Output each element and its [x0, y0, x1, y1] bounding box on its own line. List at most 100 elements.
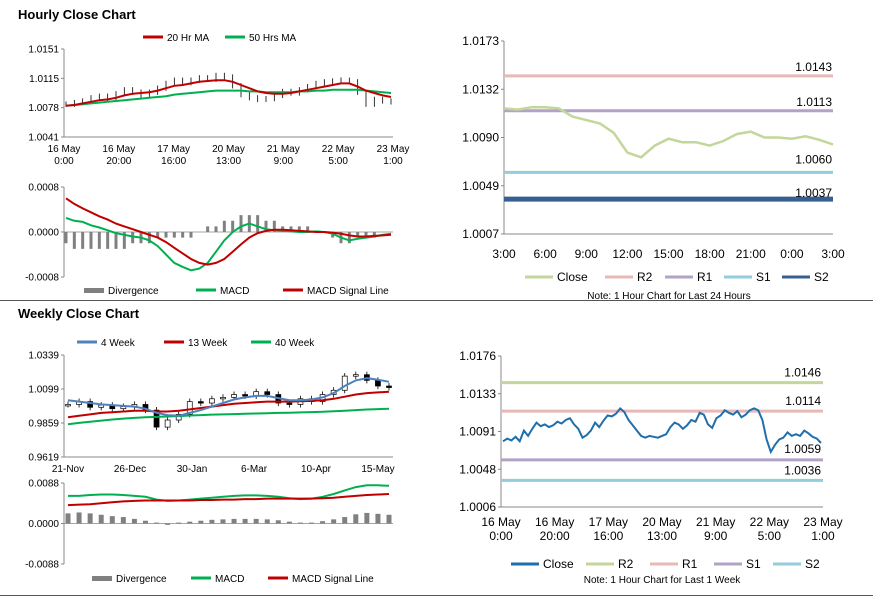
legend-label: 20 Hr MA: [167, 33, 210, 44]
x-tick-label: 3:00: [821, 247, 845, 261]
divergence-bar: [189, 232, 193, 238]
legend-label: R1: [682, 557, 698, 571]
x-tick-label: 0:00: [780, 247, 804, 261]
y-tick-label: 1.0115: [29, 74, 59, 85]
legend-label: S2: [805, 557, 820, 571]
candle-body: [264, 391, 271, 395]
level-label: 1.0146: [784, 366, 821, 380]
ma20-line: [65, 79, 392, 107]
legend-label: Divergence: [108, 286, 159, 297]
divergence-bar: [131, 518, 137, 524]
x-tick-label: 15:00: [653, 247, 683, 261]
divergence-bar: [106, 232, 110, 249]
x-tick-label: 22 May: [322, 144, 355, 155]
divergence-bar: [364, 512, 370, 524]
candle-body: [65, 404, 71, 407]
x-tick-label: 23 May: [803, 515, 842, 529]
x-tick-label: 30-Jan: [177, 464, 208, 475]
y-tick-label: 1.0041: [28, 133, 59, 144]
divergence-bar: [231, 518, 237, 524]
hourly-section-title: Hourly Close Chart: [18, 7, 136, 22]
divergence-bar: [222, 220, 226, 232]
candle-body: [286, 402, 293, 405]
candle-body: [87, 401, 93, 408]
w13-line: [67, 390, 390, 419]
divergence-bar: [87, 513, 93, 524]
y-tick-label: 0.0088: [28, 479, 59, 490]
y-tick-label: -0.0088: [25, 560, 59, 571]
x-tick-label: 9:00: [274, 156, 294, 167]
x-tick-label: 17 May: [589, 515, 628, 529]
level-label: 1.0036: [784, 463, 821, 477]
x-tick-label: 18:00: [695, 247, 725, 261]
candle-body: [341, 375, 348, 391]
x-tick-label: 26-Dec: [114, 464, 146, 475]
macd-line: [65, 216, 392, 272]
legend-label: 13 Week: [188, 338, 228, 349]
legend-label: MACD: [220, 286, 249, 297]
level-label: 1.0114: [785, 394, 821, 408]
y-tick-label: 1.0176: [459, 349, 496, 363]
weekly-macd-chart: 0.0088 0.0000 -0.0088 Divergence MACD MACD Si…: [25, 479, 393, 585]
divergence-bar: [242, 518, 248, 524]
divergence-bar: [198, 520, 204, 524]
legend-label: MACD Signal Line: [307, 286, 389, 297]
legend-label: MACD Signal Line: [292, 574, 374, 585]
y-tick-label: 1.0090: [462, 131, 499, 145]
legend-label: S1: [746, 557, 761, 571]
legend-swatch: [92, 576, 112, 581]
x-tick-label: 16 May: [535, 515, 574, 529]
divergence-bar: [239, 215, 243, 232]
section-divider: [0, 300, 873, 301]
y-tick-label: 1.0048: [459, 462, 496, 476]
divergence-bar: [187, 521, 193, 524]
x-tick-label: 16:00: [161, 156, 186, 167]
divergence-bar: [342, 517, 348, 524]
legend-label: 40 Week: [275, 338, 315, 349]
level-label: 1.0060: [795, 152, 832, 166]
x-tick-label: 9:00: [704, 529, 728, 543]
y-tick-label: 0.0008: [28, 183, 59, 194]
candle-body: [209, 398, 215, 404]
divergence-bar: [64, 232, 68, 244]
legend-label: S1: [756, 270, 771, 284]
y-tick-label: 1.0132: [462, 82, 499, 96]
divergence-bar: [154, 522, 160, 524]
candle-body: [352, 374, 359, 377]
x-tick-label: 10-Apr: [301, 464, 332, 475]
divergence-bar: [372, 232, 376, 238]
x-tick-label: 22 May: [750, 515, 789, 529]
y-tick-label: -0.0008: [25, 273, 59, 284]
divergence-bar: [142, 520, 148, 524]
divergence-bar: [214, 226, 218, 232]
divergence-bar: [272, 220, 276, 232]
legend-label: Close: [543, 557, 574, 571]
divergence-bar: [347, 232, 351, 244]
x-tick-label: 0:00: [54, 156, 74, 167]
divergence-bar: [356, 232, 360, 238]
candle-body: [231, 394, 237, 398]
legend-label: R1: [697, 270, 713, 284]
divergence-bar: [220, 519, 226, 524]
w40-line: [67, 407, 390, 426]
divergence-bar: [375, 513, 381, 524]
x-tick-label: 6-Mar: [241, 464, 268, 475]
divergence-bar: [65, 513, 71, 524]
candle-body: [186, 401, 193, 415]
x-tick-label: 16 May: [102, 144, 135, 155]
candle-body: [175, 414, 182, 421]
level-label: 1.0113: [796, 95, 832, 109]
divergence-bar: [164, 232, 168, 238]
close-line: [502, 406, 822, 455]
x-tick-label: 0:00: [489, 529, 513, 543]
x-tick-label: 20:00: [106, 156, 131, 167]
x-tick-label: 23 May: [377, 144, 410, 155]
candle-body: [386, 385, 392, 388]
candle-body: [197, 401, 204, 404]
x-tick-label: 13:00: [216, 156, 241, 167]
y-tick-label: 0.0000: [28, 228, 59, 239]
legend-swatch: [84, 288, 104, 293]
x-tick-label: 20:00: [540, 529, 570, 543]
y-tick-label: 0.9859: [28, 419, 59, 430]
divergence-bar: [306, 226, 310, 232]
